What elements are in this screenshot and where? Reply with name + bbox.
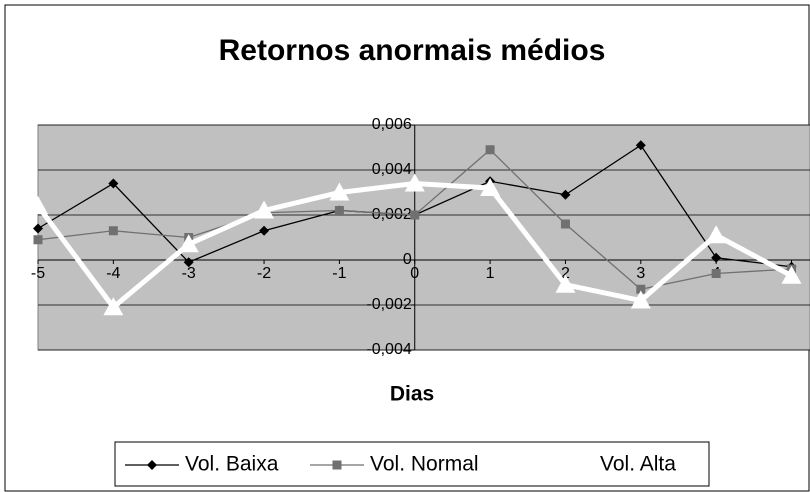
y-tick-label: -0,002 bbox=[366, 296, 411, 313]
marker bbox=[28, 196, 48, 214]
marker bbox=[630, 290, 651, 309]
marker bbox=[485, 145, 495, 155]
x-tick-label: 3 bbox=[636, 265, 645, 282]
legend-marker bbox=[557, 455, 577, 473]
x-tick-label: -1 bbox=[332, 265, 346, 282]
plot-area bbox=[37, 124, 810, 351]
marker bbox=[404, 173, 425, 192]
legend-marker bbox=[332, 460, 342, 470]
marker bbox=[254, 200, 275, 219]
y-tick-label: 0,004 bbox=[372, 161, 412, 178]
marker bbox=[636, 284, 646, 294]
marker bbox=[33, 223, 43, 234]
marker bbox=[178, 234, 199, 253]
marker bbox=[329, 182, 350, 201]
marker bbox=[410, 210, 420, 220]
marker bbox=[480, 178, 501, 196]
marker bbox=[33, 235, 43, 245]
x-tick-label: -4 bbox=[106, 265, 120, 282]
x-tick-label: -2 bbox=[257, 265, 271, 282]
y-tick-label: 0,002 bbox=[372, 206, 412, 223]
chart-title: Retornos anormais médios bbox=[219, 34, 606, 67]
marker bbox=[635, 140, 646, 151]
marker bbox=[108, 178, 119, 189]
x-tick-label: -3 bbox=[182, 265, 196, 282]
legend-box bbox=[114, 441, 710, 487]
x-tick-label: 0 bbox=[410, 265, 419, 282]
marker bbox=[711, 252, 722, 263]
marker bbox=[334, 206, 344, 215]
marker bbox=[560, 189, 571, 200]
legend-label: Vol. Normal bbox=[370, 453, 479, 476]
marker bbox=[183, 257, 194, 268]
x-tick-label: -5 bbox=[31, 265, 45, 282]
legend-marker bbox=[147, 460, 157, 470]
legend-label: Vol. Baixa bbox=[185, 453, 279, 476]
marker bbox=[108, 226, 118, 236]
legend-label: Vol. Alta bbox=[600, 453, 676, 476]
marker bbox=[781, 265, 802, 284]
marker bbox=[103, 297, 124, 316]
y-tick-label: -0,004 bbox=[366, 341, 411, 358]
marker bbox=[706, 225, 727, 244]
x-tick-label: 2 bbox=[561, 265, 570, 282]
marker bbox=[711, 269, 721, 278]
x-tick-label: 1 bbox=[486, 265, 495, 282]
x-axis-label: Dias bbox=[390, 383, 434, 406]
marker bbox=[555, 274, 576, 293]
marker bbox=[259, 225, 270, 236]
y-tick-label: 0,006 bbox=[372, 116, 412, 133]
marker bbox=[560, 219, 570, 229]
